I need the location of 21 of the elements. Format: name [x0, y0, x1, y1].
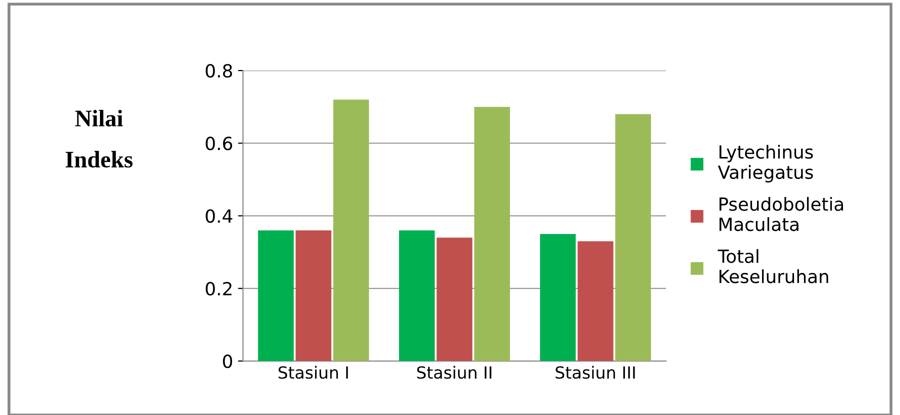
legend-label: Pseudoboletia Maculata	[720, 196, 843, 232]
bar	[296, 230, 332, 362]
x-tick-label: Stasiun III	[556, 366, 635, 379]
y-axis-title: Nilai Indeks	[66, 110, 133, 168]
y-tick-label: 0.4	[206, 209, 232, 223]
bar	[399, 230, 435, 362]
y-tick-label: 0	[222, 354, 232, 368]
bar	[615, 114, 651, 362]
y-tick-label: 0.2	[206, 282, 232, 296]
bar	[436, 238, 472, 362]
bar	[578, 241, 614, 362]
y-tick-label: 0.6	[206, 136, 232, 150]
bar	[474, 106, 510, 362]
x-tick-label: Stasiun I	[278, 366, 348, 379]
legend-label: Lytechinus Variegatus	[718, 144, 813, 183]
y-tick-label: 0.8	[206, 64, 232, 78]
legend-label: Total Keseluruhan	[718, 249, 828, 284]
bar	[258, 230, 294, 362]
x-tick-label: Stasiun II	[417, 366, 492, 379]
bar	[333, 100, 369, 362]
bar	[540, 234, 576, 362]
